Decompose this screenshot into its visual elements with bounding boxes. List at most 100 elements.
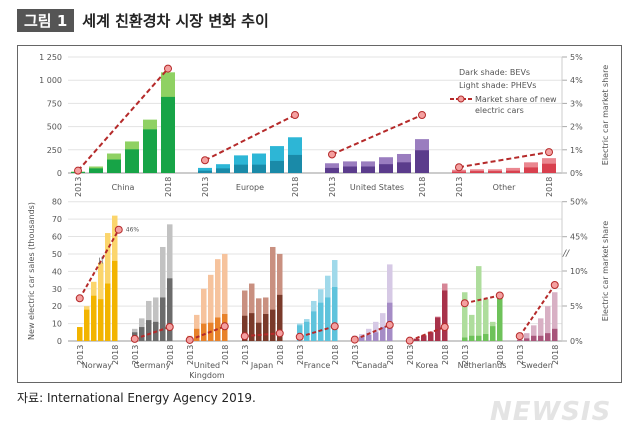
- bar-bev: [452, 171, 466, 173]
- market-share-point: [550, 281, 559, 289]
- bar-phev: [249, 283, 255, 341]
- bar-bev: [167, 278, 173, 341]
- market-share-point: [114, 225, 123, 234]
- year-label: 2018: [418, 177, 427, 197]
- bar-bev: [442, 290, 448, 341]
- bar-bev: [421, 335, 427, 341]
- bar-bev: [476, 335, 482, 341]
- market-share-line: [77, 67, 169, 172]
- bar-bev: [194, 328, 200, 341]
- bar-phev: [452, 169, 466, 173]
- figure-badge: 그림 1: [17, 9, 75, 32]
- market-share-point: [350, 335, 359, 344]
- y-tick-label: 10: [52, 320, 62, 329]
- annotation-label: 46%: [126, 227, 140, 234]
- year-label: 2018: [496, 345, 505, 365]
- bar-bev: [397, 162, 411, 173]
- y2-tick-label: 1%: [570, 146, 583, 155]
- market-share-point: [130, 334, 139, 343]
- bar-bev: [325, 167, 339, 173]
- market-share-line: [78, 229, 120, 299]
- legend-line-label-1: Market share of new: [475, 95, 557, 104]
- year-label: 2013: [201, 177, 210, 197]
- bar-bev: [538, 335, 544, 341]
- bar-bev: [497, 297, 503, 341]
- market-share-line: [518, 284, 556, 337]
- y-tick-label: 50: [52, 250, 62, 259]
- bar-phev: [476, 266, 482, 341]
- y-tick-label: 20: [52, 302, 62, 311]
- bar-bev: [288, 154, 302, 173]
- bar-bev: [483, 334, 489, 341]
- y-tick-label: 40: [52, 267, 62, 276]
- group-label: Germany: [134, 361, 171, 370]
- group-label: Korea: [416, 361, 439, 370]
- bar-bev: [373, 332, 379, 341]
- y2-tick-label: 10%: [570, 267, 588, 276]
- bar-bev: [545, 333, 551, 341]
- market-share-point: [295, 332, 304, 341]
- line-break-icon: //: [97, 255, 105, 265]
- bar-bev: [91, 295, 97, 341]
- bar-bev: [343, 166, 357, 173]
- bar-phev: [524, 333, 530, 341]
- y-tick-label: 750: [47, 99, 62, 108]
- bar-bev: [146, 320, 152, 341]
- market-share-point: [495, 291, 504, 300]
- year-label: 2013: [296, 345, 305, 365]
- group-label: Other: [493, 183, 516, 192]
- y2-tick-label: 0%: [570, 337, 583, 346]
- bar-phev: [483, 299, 489, 341]
- bar-phev: [194, 314, 200, 341]
- legend-dark: Dark shade: BEVs: [459, 68, 530, 77]
- y2-tick-label: 3%: [570, 99, 583, 108]
- bar-phev: [270, 246, 276, 341]
- legend-line-label-2: electric cars: [475, 106, 524, 115]
- axis-break-icon: //: [562, 249, 570, 259]
- bar-bev: [524, 338, 530, 341]
- year-label: 2018: [386, 345, 395, 365]
- market-share-point: [330, 322, 339, 331]
- bar-bev: [256, 322, 262, 341]
- bar-phev: [201, 288, 207, 341]
- year-label: 2018: [291, 177, 300, 197]
- market-share-line: [244, 332, 280, 338]
- group-label: France: [304, 361, 331, 370]
- bar-bev: [143, 129, 157, 173]
- y2-tick-label: 0%: [570, 169, 583, 178]
- year-label: 2018: [551, 345, 560, 365]
- bar-bev: [311, 311, 317, 341]
- bar-bev: [488, 171, 502, 173]
- bar-phev: [545, 306, 551, 341]
- bar-bev: [332, 287, 338, 341]
- bar-phev: [208, 274, 214, 341]
- bar-phev: [469, 314, 475, 341]
- group-label: Europe: [236, 183, 264, 192]
- y2-tick-label: 5%: [570, 53, 583, 62]
- market-share-point: [291, 111, 299, 119]
- market-share-point: [418, 111, 426, 119]
- bar-bev: [125, 149, 139, 173]
- market-share-point: [440, 323, 449, 331]
- bar-phev: [506, 167, 520, 173]
- bar-phev: [153, 297, 159, 341]
- bar-phev: [198, 167, 212, 173]
- figure-header: 그림 1 세계 친환경차 시장 변화 추이: [17, 9, 269, 32]
- year-label: 2018: [164, 177, 173, 197]
- year-label: 2013: [328, 177, 337, 197]
- newsis-watermark-logo: NEWSIS: [490, 397, 612, 427]
- bar-phev: [222, 253, 228, 341]
- year-label: 2018: [111, 345, 120, 365]
- market-share-point: [515, 332, 524, 341]
- bar-bev: [415, 150, 429, 173]
- group-label: Netherlands: [458, 361, 507, 370]
- bar-bev: [107, 159, 121, 173]
- y-tick-label: 80: [52, 198, 62, 207]
- y2-tick-label: 5%: [570, 302, 583, 311]
- market-share-line: [331, 114, 423, 156]
- y-tick-label: 250: [47, 146, 62, 155]
- bar-bev: [263, 314, 269, 341]
- bar-bev: [361, 166, 375, 173]
- bar-bev: [469, 335, 475, 341]
- bar-bev: [234, 164, 248, 173]
